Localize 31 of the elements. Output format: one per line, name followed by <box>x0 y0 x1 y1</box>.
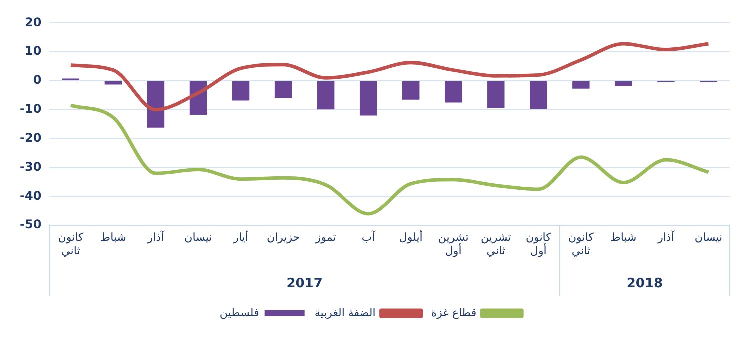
x-tick-label: كانون أول <box>526 231 552 258</box>
x-tick-label: شباط <box>610 231 637 244</box>
x-tick-label: آذار <box>146 230 166 244</box>
x-tick-label: أيلول <box>399 230 423 244</box>
y-tick-label: 20 <box>24 15 42 30</box>
legend-label: فلسطين <box>220 306 260 320</box>
y-tick-label: -50 <box>20 218 42 232</box>
y-tick-label: -40 <box>20 188 42 203</box>
legend-label: الضفة الغربية <box>314 306 376 320</box>
y-tick-label: -10 <box>20 102 42 116</box>
x-tick-label: أيار <box>232 230 248 244</box>
legend-label: قطاع غزة <box>431 306 477 320</box>
x-tick-label: حزيران <box>266 231 300 244</box>
x-tick-label: كانون ثاني <box>58 231 84 258</box>
text: 2017 <box>286 276 323 292</box>
x-tick-label: شباط <box>100 231 126 244</box>
x-tick-label: تشرين أول <box>438 231 469 258</box>
x-tick-label: آذار <box>657 230 676 244</box>
x-tick-label: تموز <box>314 231 336 244</box>
x-tick-label: تشرين ثاني <box>480 231 512 258</box>
line-series <box>69 104 710 216</box>
y-tick-label: -20 <box>20 130 42 145</box>
line-series <box>69 42 710 112</box>
text: 2018 <box>626 276 664 292</box>
y-tick-label: -30 <box>20 160 42 174</box>
y-tick-label: 0 <box>33 73 42 88</box>
x-tick-label: نيسان <box>694 231 723 244</box>
x-tick-label: آب <box>362 230 376 244</box>
y-tick-label: 10 <box>24 44 42 58</box>
x-tick-label: كانون ثاني <box>568 231 595 258</box>
x-tick-label: نيسان <box>184 231 212 244</box>
